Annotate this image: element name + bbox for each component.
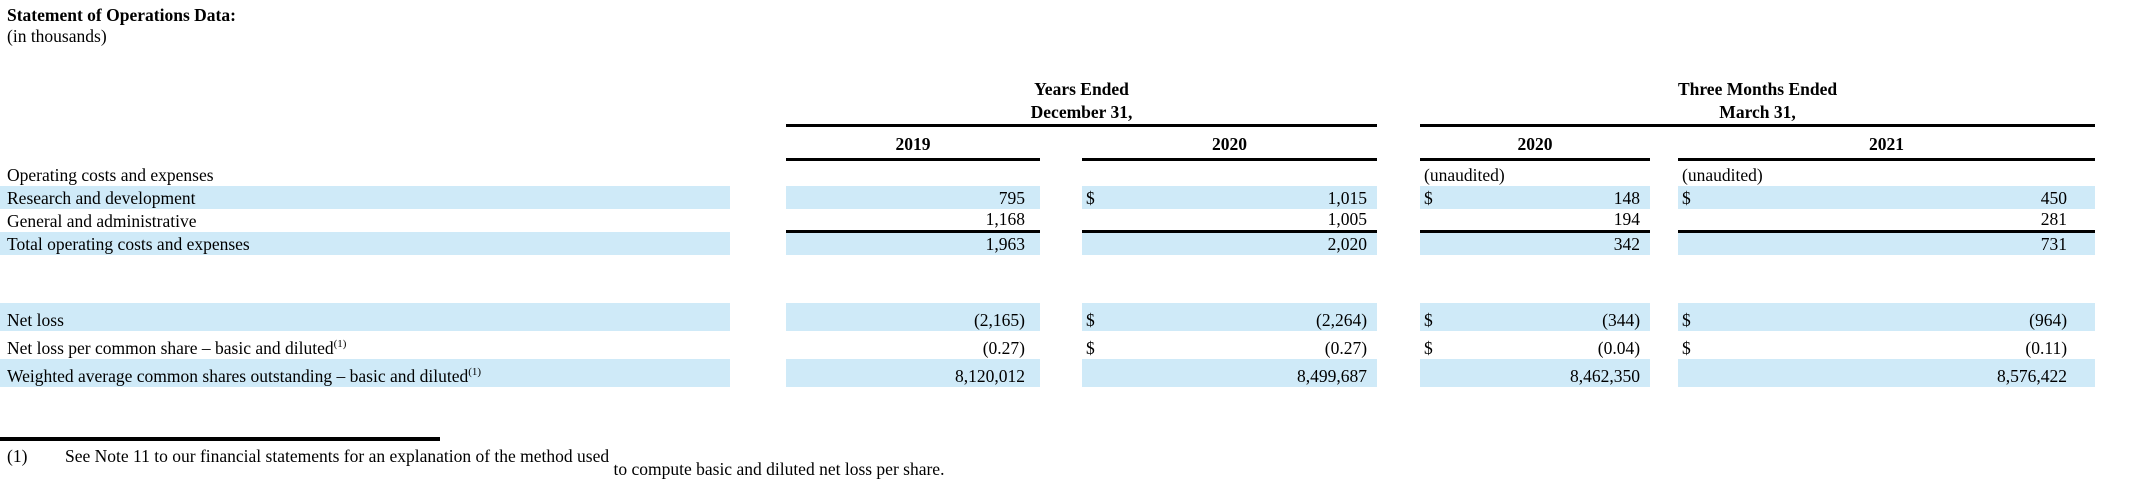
dollar-sign: $ [1678,185,1717,209]
quarter-2020-header: 2020 [1420,125,1651,161]
group-header-years-ended: Years Ended December 31, [786,58,1378,127]
cell-q2021: 731 [1716,231,2096,255]
cell-y2019: 1,168 [786,208,1040,233]
cell-y2019: 795 [786,185,1040,209]
dollar-sign [1082,208,1120,233]
page-subtitle: (in thousands) [7,26,107,46]
dollar-sign [1420,231,1459,255]
year-2020-header: 2020 [1082,125,1378,161]
dollar-sign: $ [1420,185,1459,209]
year-header-row: 2019 2020 2020 2021 [0,125,2096,161]
operations-table: Years Ended December 31, Three Months En… [0,58,2096,387]
unaudited-label-q2021: (unaudited) [1682,164,1763,185]
group-title-line2: December 31, [1030,102,1133,122]
unaudited-label-q2020: (unaudited) [1424,164,1505,185]
table-row-total-operating: Total operating costs and expenses 1,963… [0,231,2096,255]
group-header-three-months: Three Months Ended March 31, [1420,58,2096,127]
cell-q2020: (344) [1458,302,1651,331]
cell-y2020: 8,499,687 [1120,358,1378,387]
section-unaudited-row: Operating costs and expenses (unaudited)… [0,160,2095,186]
cell-q2020: (0.04) [1597,337,1641,358]
cell-q2020: 8,462,350 [1458,358,1651,387]
dollar-sign: $ [1082,302,1120,331]
footnote-ref: (1) [333,337,347,350]
table-row-research-development: Research and development 795 $ 1,015 $ 1… [0,185,2096,209]
dollar-sign: $ [1682,337,1691,358]
table-row-net-loss: Net loss (2,165) $ (2,264) $ (344) $ (96… [0,302,2096,331]
cell-y2019: 8,120,012 [786,358,1040,387]
dollar-sign [1082,358,1120,387]
footnote-marker: (1) [7,446,28,466]
cell-q2021: 450 [1716,185,2096,209]
group-title-line1: Years Ended [1034,79,1129,99]
dollar-sign: $ [1424,337,1433,358]
section-label: Operating costs and expenses [7,164,214,185]
group-header-row: Years Ended December 31, Three Months En… [0,58,2096,127]
cell-y2020: 2,020 [1120,231,1378,255]
table-row-general-administrative: General and administrative 1,168 1,005 1… [0,208,2096,233]
dollar-sign [1420,358,1459,387]
cell-q2020: 342 [1458,231,1651,255]
row-label: Research and development [0,185,730,209]
cell-q2021: (0.11) [2025,337,2068,358]
cell-y2020: 1,005 [1120,208,1378,233]
spacer-row [0,255,2095,303]
dollar-sign [1082,231,1120,255]
row-label: Net loss per common share – basic and di… [7,337,347,358]
row-label: Weighted average common shares outstandi… [0,358,730,387]
dollar-sign: $ [1086,337,1095,358]
dollar-sign [1678,208,1717,233]
group-title-line2: March 31, [1719,102,1796,122]
dollar-sign [1420,208,1459,233]
cell-q2020: 194 [1458,208,1651,233]
footnote: (1) See Note 11 to our financial statemen… [7,446,944,479]
cell-q2021: (964) [1716,302,2096,331]
cell-y2019: (2,165) [786,302,1040,331]
footnote-text: See Note 11 to our financial statements … [65,446,610,466]
dollar-sign: $ [1082,185,1120,209]
group-title-line1: Three Months Ended [1677,79,1838,99]
quarter-2021-header: 2021 [1678,125,2096,161]
dollar-sign [1678,358,1717,387]
table-row-net-loss-per-share: Net loss per common share – basic and di… [0,331,2095,359]
footnote-ref: (1) [468,365,482,378]
table-row-weighted-average-shares: Weighted average common shares outstandi… [0,358,2096,387]
row-label: Net loss [0,302,730,331]
dollar-sign [1678,231,1717,255]
dollar-sign: $ [1420,302,1459,331]
cell-y2019: 1,963 [786,231,1040,255]
cell-y2020: (2,264) [1120,302,1378,331]
page-title: Statement of Operations Data: [7,5,236,25]
cell-y2019: (0.27) [982,337,1025,358]
year-2019-header: 2019 [786,125,1040,161]
footnote-divider [0,437,440,441]
cell-q2021: 8,576,422 [1716,358,2096,387]
row-label: General and administrative [7,210,197,231]
cell-y2020: (0.27) [1324,337,1368,358]
cell-q2021: 281 [1716,208,2096,233]
cell-q2020: 148 [1458,185,1651,209]
cell-y2020: 1,015 [1120,185,1378,209]
row-label: Total operating costs and expenses [0,231,730,255]
dollar-sign: $ [1678,302,1717,331]
footnote-text-clipped: to compute basic and diluted net loss pe… [613,459,945,479]
